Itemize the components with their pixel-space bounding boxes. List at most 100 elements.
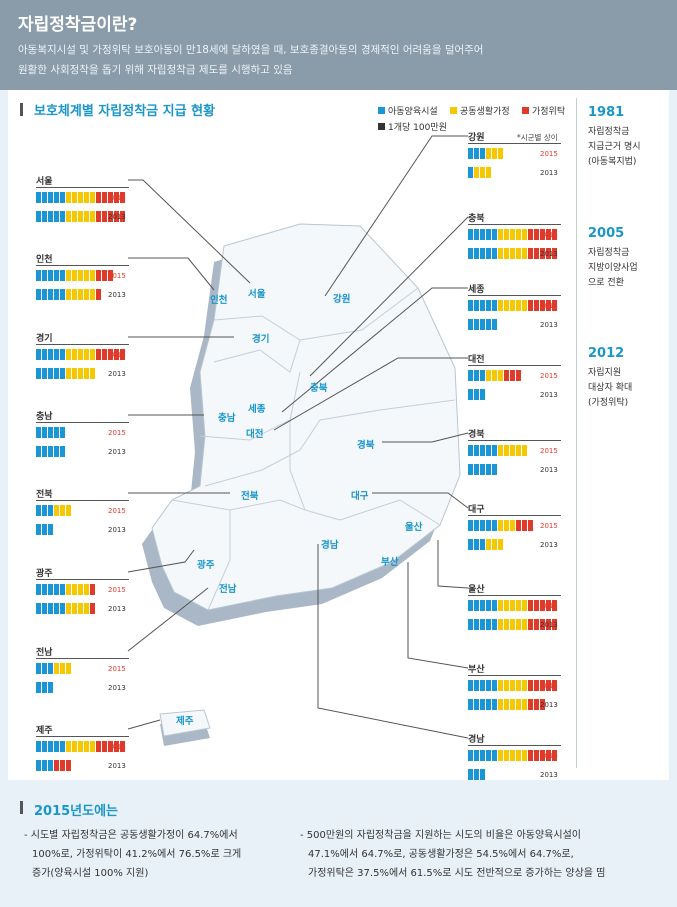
bar-segment xyxy=(66,368,71,379)
timeline-desc-2005-line: 으로 전환 xyxy=(588,278,624,288)
bar-segment xyxy=(60,584,65,595)
bar-segment xyxy=(96,741,101,752)
bar-segment xyxy=(528,680,533,691)
bar-segment xyxy=(36,211,41,222)
year-label-2015: 2015 xyxy=(108,743,126,751)
bar-segment xyxy=(60,663,65,674)
timeline-desc-2005-line: 자립정착금 xyxy=(588,248,630,258)
bar-segment xyxy=(492,464,497,475)
map-label-jeonnam: 전남 xyxy=(219,584,237,595)
bar-segment xyxy=(36,289,41,300)
bar-row-2015 xyxy=(36,427,65,438)
footer-left-line: 100%로, 가정위탁이 41.2%에서 76.5%로 크게 xyxy=(32,849,242,860)
year-label-2015: 2015 xyxy=(540,372,558,380)
bar-segment xyxy=(84,741,89,752)
bar-segment xyxy=(114,192,119,203)
bar-row-2015 xyxy=(468,445,527,456)
header-description: 아동복지시설 및 가정위탁 보호아동이 만18세에 달하였을 때, 보호종결아동… xyxy=(18,40,658,80)
bar-segment xyxy=(48,741,53,752)
bar-segment xyxy=(114,211,119,222)
region-card-divider xyxy=(36,265,129,266)
bar-segment xyxy=(42,427,47,438)
bar-segment xyxy=(468,600,473,611)
bar-segment xyxy=(492,319,497,330)
bar-segment xyxy=(486,370,491,381)
map-label-daegu: 대구 xyxy=(351,491,369,502)
bar-segment xyxy=(492,699,497,710)
bar-segment xyxy=(474,167,479,178)
bar-row-2013 xyxy=(36,446,65,457)
bar-segment xyxy=(66,741,71,752)
bar-segment xyxy=(552,248,557,259)
bar-segment xyxy=(468,300,473,311)
bar-segment xyxy=(540,750,545,761)
bar-segment xyxy=(102,741,107,752)
bar-segment xyxy=(90,741,95,752)
bar-segment xyxy=(480,464,485,475)
bar-segment xyxy=(42,349,47,360)
region-card: 경남 2015 2013 xyxy=(468,732,561,780)
legend-facility-swatch xyxy=(378,107,385,114)
bar-segment xyxy=(114,741,119,752)
legend-group-home-swatch xyxy=(450,107,457,114)
timeline-desc-2012-line: 자립지원 xyxy=(588,368,622,378)
bar-segment xyxy=(468,619,473,630)
bar-segment xyxy=(486,750,491,761)
bar-segment xyxy=(90,289,95,300)
bar-segment xyxy=(516,520,521,531)
bar-segment xyxy=(516,750,521,761)
region-card-name: 대구 xyxy=(468,505,485,515)
bar-segment xyxy=(468,769,473,780)
bar-segment xyxy=(78,368,83,379)
bar-segment xyxy=(516,300,521,311)
bar-row-2013 xyxy=(36,211,125,222)
bar-segment xyxy=(72,289,77,300)
bar-segment xyxy=(534,680,539,691)
bar-segment xyxy=(66,349,71,360)
bar-segment xyxy=(48,760,53,771)
bar-segment xyxy=(120,211,125,222)
map-label-jeju: 제주 xyxy=(176,716,194,727)
bar-segment xyxy=(42,524,47,535)
region-card: 세종 2015 2013 xyxy=(468,282,561,330)
bar-segment xyxy=(474,769,479,780)
year-label-2013: 2013 xyxy=(540,621,558,629)
region-card-name: 전남 xyxy=(36,648,53,658)
bar-segment xyxy=(54,427,59,438)
bar-segment xyxy=(546,619,551,630)
region-card: 제주 2015 2013 xyxy=(36,723,129,771)
bar-row-2013 xyxy=(36,760,71,771)
bar-segment xyxy=(480,148,485,159)
bar-segment xyxy=(90,368,95,379)
bar-segment xyxy=(498,600,503,611)
bar-segment xyxy=(90,192,95,203)
bar-segment xyxy=(540,619,545,630)
region-card: 인천 2015 2013 xyxy=(36,252,129,300)
year-label-2015: 2015 xyxy=(108,194,126,202)
region-card-divider xyxy=(468,440,561,441)
bar-segment xyxy=(54,349,59,360)
bar-segment xyxy=(42,211,47,222)
bar-row-2013 xyxy=(468,248,557,259)
bar-segment xyxy=(114,349,119,360)
map-label-ulsan: 울산 xyxy=(405,522,423,533)
bar-segment xyxy=(480,167,485,178)
footer-right-line: 47.1%에서 64.7%로, 공동생활가정은 54.5%에서 64.7%로, xyxy=(308,849,574,860)
year-label-2013: 2013 xyxy=(540,169,558,177)
bar-segment xyxy=(42,682,47,693)
bar-segment xyxy=(498,300,503,311)
year-label-2013: 2013 xyxy=(540,701,558,709)
bar-segment xyxy=(492,750,497,761)
year-label-2015: 2015 xyxy=(108,586,126,594)
bar-segment xyxy=(546,229,551,240)
region-card: 서울 2015 2013 xyxy=(36,174,129,222)
bar-segment xyxy=(42,663,47,674)
year-label-2015: 2015 xyxy=(540,447,558,455)
bar-segment xyxy=(66,270,71,281)
map-borders xyxy=(171,287,456,611)
bar-segment xyxy=(468,445,473,456)
bar-segment xyxy=(474,520,479,531)
region-card-name: 경북 xyxy=(468,430,485,440)
bar-row-2013 xyxy=(36,603,95,614)
timeline-desc-2012: 자립지원 대상자 확대 (가정위탁) xyxy=(588,366,668,411)
